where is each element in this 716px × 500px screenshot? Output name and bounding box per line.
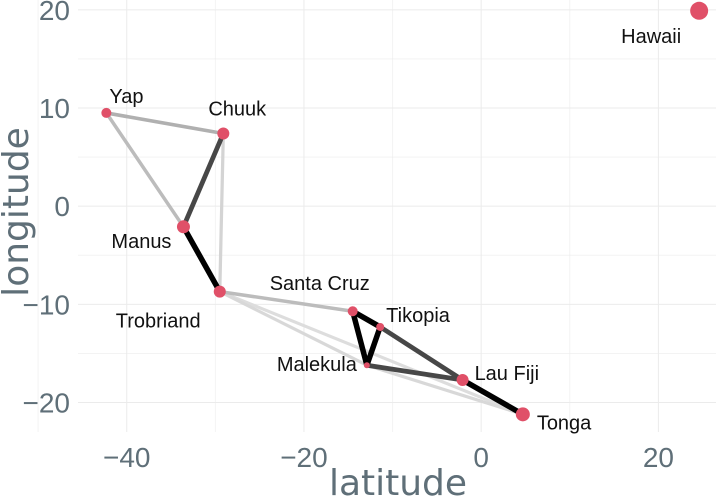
- link-malekula-lau-fiji: [364, 362, 465, 383]
- label-manus: Manus: [111, 231, 171, 253]
- label-chuuk: Chuuk: [208, 99, 267, 121]
- label-malekula: Malekula: [277, 354, 358, 376]
- label-hawaii: Hawaii: [621, 26, 681, 48]
- link-trobriand-malekula: [218, 290, 369, 367]
- y-tick-label: 10: [39, 93, 70, 124]
- y-axis-title: longitude: [0, 127, 37, 297]
- y-tick-label: 0: [54, 191, 70, 222]
- point-manus: [176, 220, 190, 234]
- label-santa-cruz: Santa Cruz: [270, 273, 370, 295]
- link-tikopia-malekula: [364, 324, 383, 368]
- point-tonga: [515, 407, 530, 422]
- link-lines: [104, 111, 526, 418]
- point-tikopia: [376, 322, 385, 331]
- point-santa-cruz: [347, 306, 358, 317]
- link-lau-fiji-tonga: [459, 377, 526, 418]
- x-axis-title: latitude: [329, 463, 467, 500]
- point-lau-fiji: [456, 373, 469, 386]
- link-trobriand-santa-cruz: [218, 289, 355, 313]
- point-hawaii: [690, 1, 709, 20]
- link-yap-manus: [104, 111, 186, 229]
- link-tikopia-lau-fiji: [377, 324, 465, 383]
- y-tick-label: −10: [23, 289, 71, 320]
- link-chuuk-manus: [181, 131, 226, 230]
- label-tonga: Tonga: [537, 412, 592, 434]
- x-axis-ticks: −40 −20 0 20: [103, 442, 674, 473]
- point-trobriand: [213, 285, 226, 298]
- data-points: [101, 1, 709, 422]
- y-axis-ticks: −20 −10 0 10 20: [23, 0, 71, 419]
- point-labels: Malekula Tikopia Santa Cruz Yap Lau Fiji Trob…: [109, 26, 681, 435]
- link-santa-cruz-malekula: [349, 308, 370, 368]
- label-lau-fiji: Lau Fiji: [475, 363, 539, 385]
- x-tick-label: −20: [280, 442, 328, 473]
- label-tikopia: Tikopia: [386, 305, 451, 327]
- point-chuuk: [217, 127, 230, 140]
- link-santa-cruz-tikopia: [349, 308, 383, 330]
- link-malekula-tonga: [365, 363, 525, 416]
- link-yap-chuuk: [104, 111, 226, 136]
- y-tick-label: −20: [23, 388, 71, 419]
- label-trobriand: Trobriand: [116, 311, 201, 333]
- grid: [37, 0, 716, 432]
- x-tick-label: 0: [473, 442, 489, 473]
- label-yap: Yap: [109, 86, 143, 108]
- point-malekula: [363, 362, 370, 369]
- point-yap: [101, 107, 112, 118]
- x-tick-label: 20: [643, 442, 674, 473]
- y-tick-label: 20: [39, 0, 70, 26]
- link-manus-trobriand: [180, 224, 223, 295]
- x-tick-label: −40: [103, 442, 151, 473]
- link-chuuk-trobriand: [218, 131, 225, 294]
